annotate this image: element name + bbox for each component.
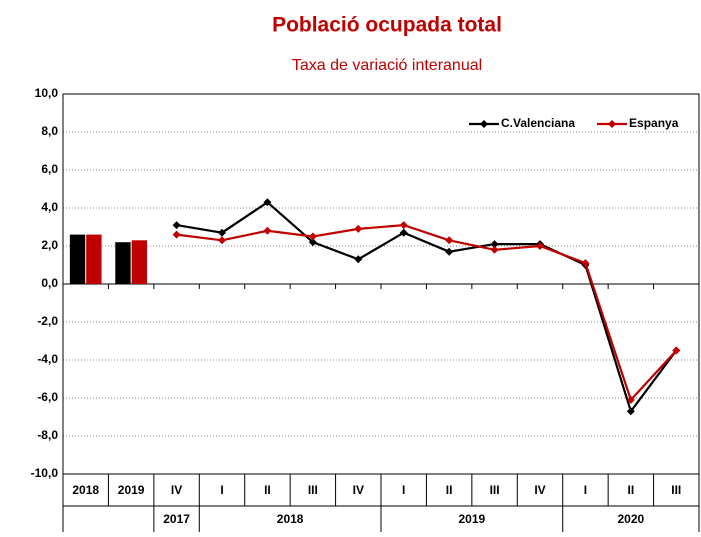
chart-title: Població ocupada total: [272, 14, 502, 37]
marker: [308, 232, 317, 241]
marker: [399, 221, 408, 230]
marker: [445, 236, 454, 245]
y-tick-label: 8,0: [41, 124, 58, 138]
y-tick-label: 2,0: [41, 238, 58, 252]
x-tick-label: II: [264, 483, 271, 497]
marker: [672, 346, 681, 355]
x-tick-label: 2018: [72, 483, 99, 497]
y-tick-label: 6,0: [41, 162, 58, 176]
x-tick-label: I: [402, 483, 405, 497]
group-label: 2018: [277, 512, 304, 526]
x-tick-label: II: [446, 483, 453, 497]
x-tick-label: III: [308, 483, 318, 497]
legend-label: C.Valenciana: [501, 116, 575, 130]
marker: [536, 242, 544, 250]
marker: [218, 228, 226, 237]
marker: [263, 226, 272, 235]
chart-subtitle: Taxa de variació interanual: [292, 57, 482, 74]
bar: [131, 240, 147, 284]
x-tick-label: IV: [171, 483, 182, 497]
marker: [626, 407, 635, 416]
group-label: 2020: [618, 512, 645, 526]
marker: [354, 224, 363, 233]
x-tick-label: I: [584, 483, 587, 497]
y-tick-label: -2,0: [37, 314, 58, 328]
x-tick-label: II: [628, 483, 635, 497]
marker: [308, 238, 317, 247]
bar: [115, 242, 131, 284]
x-tick-label: III: [671, 483, 681, 497]
group-label: 2019: [459, 512, 486, 526]
marker: [172, 230, 181, 239]
marker: [399, 228, 408, 237]
line: [176, 223, 678, 403]
marker: [490, 240, 499, 249]
y-tick-label: 0,0: [41, 276, 58, 290]
y-tick-label: -4,0: [37, 352, 58, 366]
marker: [172, 221, 181, 230]
marker: [490, 245, 499, 254]
x-tick-label: 2019: [118, 483, 145, 497]
y-tick-label: 4,0: [41, 200, 58, 214]
marker: [263, 198, 272, 207]
bar: [86, 234, 102, 284]
legend-marker: [608, 120, 617, 128]
x-tick-label: I: [220, 483, 223, 497]
y-tick-label: 10,0: [35, 86, 59, 100]
legend-marker: [480, 120, 488, 128]
y-tick-label: -10,0: [31, 466, 59, 480]
x-tick-label: III: [490, 483, 500, 497]
x-tick-label: IV: [353, 483, 364, 497]
marker: [581, 259, 590, 268]
marker: [626, 395, 635, 404]
group-label: 2017: [163, 512, 190, 526]
bar: [69, 234, 86, 284]
legend-label: Espanya: [629, 116, 679, 130]
y-tick-label: -8,0: [37, 428, 58, 442]
marker: [445, 247, 454, 256]
x-tick-label: IV: [534, 483, 545, 497]
marker: [218, 236, 226, 245]
marker: [354, 255, 363, 264]
y-tick-label: -6,0: [37, 390, 58, 404]
